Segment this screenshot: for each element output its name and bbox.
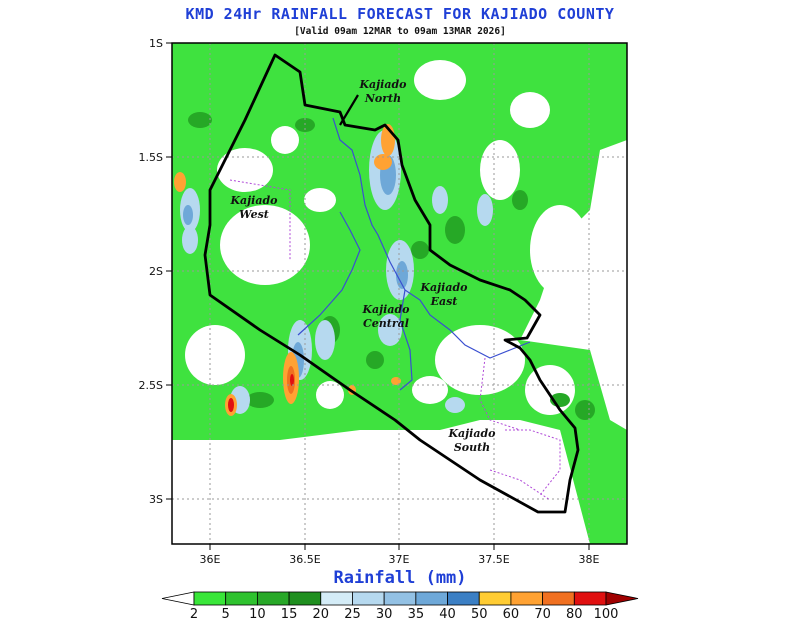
x-tick-label: 36E: [200, 553, 221, 566]
y-tick-labels: 1S 1.5S 2S 2.5S 3S: [139, 37, 163, 506]
region-label-north-2: North: [364, 92, 401, 105]
legend-swatch: [478, 591, 512, 606]
region-label-central-1: Kajiado: [361, 303, 409, 316]
tick-marks: [166, 42, 590, 550]
region-label-east-1: Kajiado: [419, 281, 467, 294]
legend-swatch: [161, 591, 195, 606]
legend-level-label: 60: [503, 607, 520, 618]
region-label-north-1: Kajiado: [358, 78, 406, 91]
legend-swatch: [256, 591, 290, 606]
legend-title: Rainfall (mm): [333, 568, 467, 588]
y-tick-label: 1.5S: [139, 151, 163, 164]
county-outline: [203, 53, 580, 514]
region-label-south-2: South: [454, 441, 490, 454]
region-labels: Kajiado North Kajiado West Kajiado East …: [229, 78, 495, 454]
x-tick-labels: 36E 36.5E 37E 37.5E 38E: [200, 553, 600, 566]
legend-level-label: 15: [281, 607, 298, 618]
legend-level-label: 10: [249, 607, 266, 618]
north-protrusion: [339, 94, 359, 126]
legend-level-label: 70: [534, 607, 551, 618]
y-tick-label: 1S: [149, 37, 163, 50]
ward-boundaries: [229, 179, 561, 501]
legend-level-label: 80: [566, 607, 583, 618]
legend-swatch: [510, 591, 544, 606]
map-title: KMD 24Hr RAINFALL FORECAST FOR KAJIADO C…: [185, 5, 615, 23]
subcounty-boundaries: [297, 117, 531, 391]
legend-swatch: [542, 591, 575, 606]
legend-labels: 2 5 10 15 20 25 30 35 40 50 60 70 80 100: [190, 607, 619, 618]
region-label-west-1: Kajiado: [229, 194, 277, 207]
region-label-south-1: Kajiado: [447, 427, 495, 440]
legend-swatch: [415, 591, 448, 606]
x-tick-label: 36.5E: [289, 553, 320, 566]
map-subtitle: [Valid 09am 12MAR to 09am 13MAR 2026]: [294, 26, 506, 37]
legend-level-label: 35: [408, 607, 425, 618]
legend-level-label: 100: [594, 607, 619, 618]
legend-level-label: 30: [376, 607, 393, 618]
legend-swatch: [288, 591, 322, 606]
legend-swatch: [447, 591, 480, 606]
region-label-central-2: Central: [363, 317, 409, 330]
legend-level-label: 40: [439, 607, 456, 618]
rain-dry-patches: [185, 60, 620, 415]
y-tick-label: 3S: [149, 493, 163, 506]
legend-level-label: 25: [344, 607, 361, 618]
legend-swatch: [320, 591, 353, 606]
legend-swatch: [383, 591, 417, 606]
legend-swatch: [605, 591, 639, 606]
legend-level-label: 50: [471, 607, 488, 618]
x-tick-label: 38E: [579, 553, 600, 566]
legend-colorbar: [161, 591, 639, 606]
legend-level-label: 20: [312, 607, 329, 618]
legend-swatch: [573, 591, 607, 606]
x-tick-label: 37.5E: [478, 553, 509, 566]
region-label-east-2: East: [430, 295, 458, 308]
y-tick-label: 2.5S: [139, 379, 163, 392]
y-tick-label: 2S: [149, 265, 163, 278]
legend-swatch: [193, 591, 227, 606]
legend-swatch: [352, 591, 385, 606]
legend-level-label: 5: [222, 607, 230, 618]
legend-level-label: 2: [190, 607, 198, 618]
region-label-west-2: West: [239, 208, 269, 221]
x-tick-label: 37E: [389, 553, 410, 566]
legend-swatch: [225, 591, 258, 606]
